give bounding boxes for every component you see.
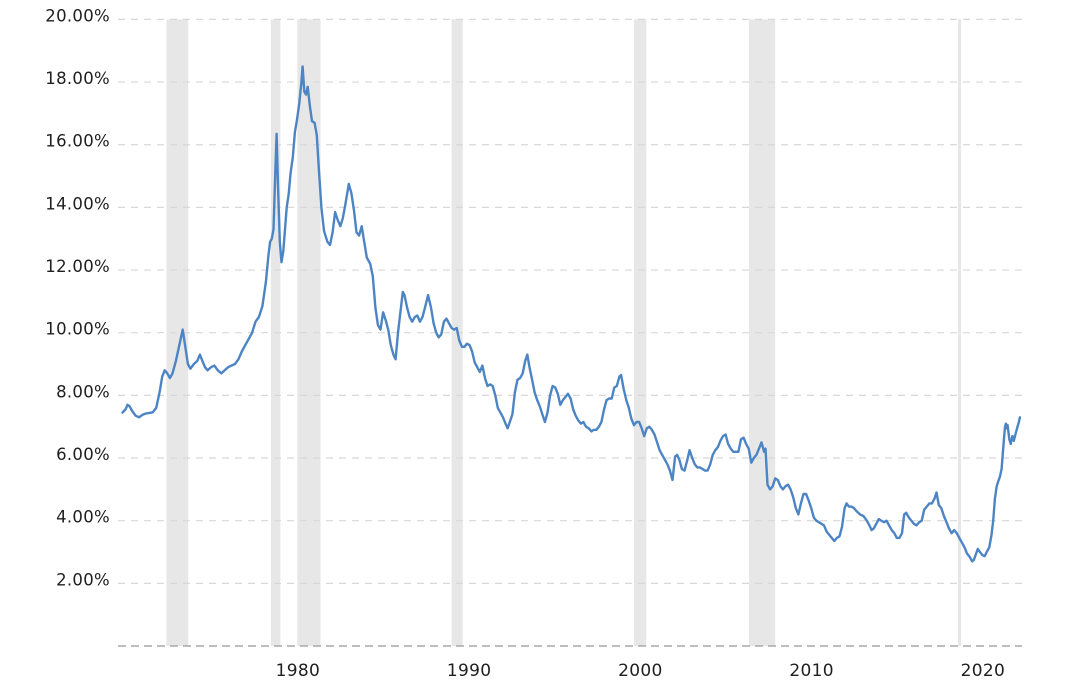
rate-line-series bbox=[121, 65, 1022, 563]
recession-band bbox=[297, 19, 321, 646]
y-tick-label: 4.00% bbox=[56, 508, 110, 527]
recession-band bbox=[166, 19, 189, 646]
y-tick-label: 16.00% bbox=[45, 132, 110, 151]
y-tick-label: 2.00% bbox=[56, 570, 110, 589]
y-tick-label: 20.00% bbox=[45, 6, 110, 25]
y-tick-label: 6.00% bbox=[56, 445, 110, 464]
y-tick-label: 14.00% bbox=[45, 194, 110, 213]
x-tick-label: 1980 bbox=[276, 661, 320, 681]
y-tick-label: 10.00% bbox=[45, 320, 110, 339]
y-tick-label: 8.00% bbox=[56, 382, 110, 401]
x-tick-label: 2010 bbox=[789, 661, 833, 681]
x-tick-label: 2020 bbox=[961, 661, 1005, 681]
y-tick-label: 12.00% bbox=[45, 257, 110, 276]
recession-band bbox=[957, 19, 962, 646]
x-tick-label: 1990 bbox=[447, 661, 491, 681]
y-tick-label: 18.00% bbox=[45, 69, 110, 88]
x-tick-label: 2000 bbox=[618, 661, 662, 681]
